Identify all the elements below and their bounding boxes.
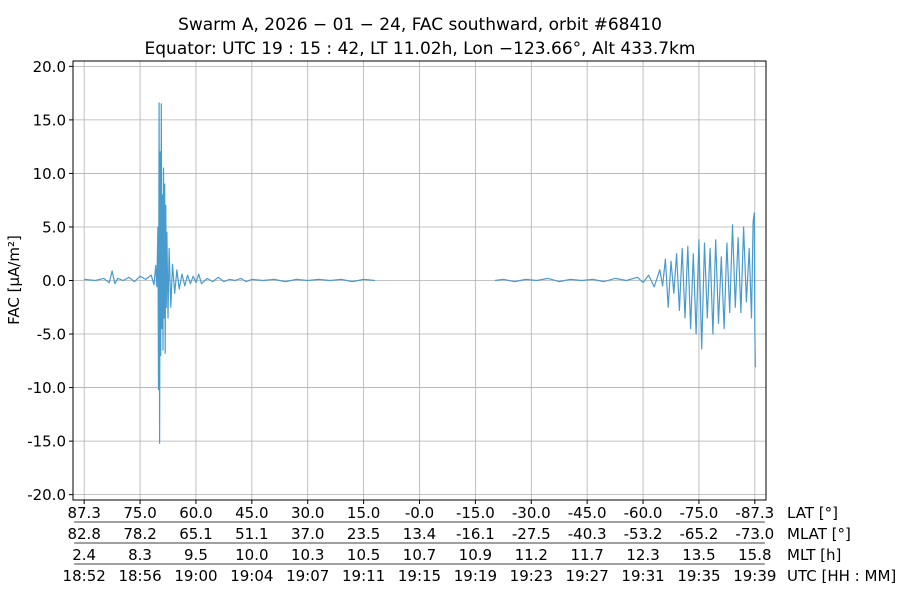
x-tick-label-mlt: 2.4	[72, 546, 96, 564]
x-tick-label-mlat: -40.3	[568, 525, 607, 543]
x-tick-label-mlat: 78.2	[123, 525, 156, 543]
x-tick-label-mlt: 11.2	[515, 546, 548, 564]
x-row-label-mlat: MLAT [°]	[787, 525, 851, 543]
x-tick-label-mlat: 82.8	[67, 525, 100, 543]
x-tick-label-lat: -30.0	[512, 504, 551, 522]
x-tick-label-utc: 18:52	[63, 567, 106, 585]
x-tick-label-lat: 30.0	[291, 504, 324, 522]
x-tick-label-lat: -45.0	[568, 504, 607, 522]
x-row-label-utc: UTC [HH : MM]	[787, 567, 896, 585]
x-tick-label-lat: -15.0	[456, 504, 495, 522]
y-tick-label: -20.0	[27, 486, 66, 504]
x-tick-label-utc: 18:56	[118, 567, 161, 585]
x-tick-label-lat: 15.0	[347, 504, 380, 522]
x-tick-label-lat: -0.0	[405, 504, 434, 522]
x-tick-label-lat: -87.3	[735, 504, 774, 522]
x-row-label-mlt: MLT [h]	[787, 546, 841, 564]
x-tick-label-mlat: 23.5	[347, 525, 380, 543]
x-tick-label-utc: 19:23	[510, 567, 553, 585]
x-tick-label-utc: 19:39	[733, 567, 776, 585]
x-tick-label-mlt: 12.3	[626, 546, 659, 564]
x-tick-label-mlt: 9.5	[184, 546, 208, 564]
x-tick-label-mlat: -27.5	[512, 525, 551, 543]
x-tick-label-mlat: 51.1	[235, 525, 268, 543]
x-tick-label-utc: 19:19	[454, 567, 497, 585]
x-tick-label-utc: 19:00	[174, 567, 217, 585]
x-tick-label-mlat: 37.0	[291, 525, 324, 543]
chart-title-line-1: Swarm A, 2026 − 01 − 24, FAC southward, …	[178, 15, 662, 35]
x-tick-label-mlat: -73.0	[735, 525, 774, 543]
x-tick-label-lat: 60.0	[179, 504, 212, 522]
x-tick-label-lat: -60.0	[624, 504, 663, 522]
y-tick-label: 5.0	[42, 218, 66, 236]
x-axis: 87.3 75.0 60.0 45.0 30.0 15.0 -0.0 -15.0 -30.0 -4…	[63, 500, 896, 585]
y-axis: 20.0 15.0 10.0 5.0 0.0 -5.0 -10.0 -15.0 -20.0	[27, 58, 73, 504]
x-tick-label-lat: 45.0	[235, 504, 268, 522]
x-tick-label-utc: 19:07	[286, 567, 329, 585]
y-tick-label: 15.0	[33, 111, 66, 129]
x-tick-label-mlat: 65.1	[179, 525, 212, 543]
x-tick-label-mlt: 15.8	[738, 546, 771, 564]
x-tick-label-mlt: 8.3	[128, 546, 152, 564]
x-tick-label-utc: 19:15	[398, 567, 441, 585]
x-tick-label-mlat: 13.4	[403, 525, 436, 543]
chart-title-line-2: Equator: UTC 19 : 15 : 42, LT 11.02h, Lo…	[145, 39, 696, 59]
x-tick-label-lat: 75.0	[123, 504, 156, 522]
y-tick-label: 0.0	[42, 272, 66, 290]
x-tick-label-mlt: 13.5	[682, 546, 715, 564]
series-line-0	[84, 102, 756, 444]
x-tick-label-mlt: 10.5	[347, 546, 380, 564]
y-tick-label: -15.0	[27, 433, 66, 451]
y-tick-label: -10.0	[27, 379, 66, 397]
x-tick-label-mlt: 10.7	[403, 546, 436, 564]
y-axis-label: FAC [µA/m²]	[5, 235, 23, 325]
x-tick-label-utc: 19:31	[621, 567, 664, 585]
x-tick-label-mlat: -53.2	[624, 525, 663, 543]
y-tick-label: 20.0	[33, 58, 66, 76]
x-tick-label-mlt: 10.9	[459, 546, 492, 564]
x-tick-label-mlt: 10.3	[291, 546, 324, 564]
x-tick-label-mlat: -65.2	[680, 525, 719, 543]
fac-series	[84, 102, 756, 444]
x-tick-label-mlt: 10.0	[235, 546, 268, 564]
x-tick-label-utc: 19:35	[677, 567, 720, 585]
x-row-label-lat: LAT [°]	[787, 504, 838, 522]
x-tick-label-utc: 19:27	[566, 567, 609, 585]
y-tick-label: -5.0	[37, 326, 66, 344]
y-tick-label: 10.0	[33, 165, 66, 183]
x-tick-label-utc: 19:11	[342, 567, 385, 585]
x-tick-label-lat: -75.0	[680, 504, 719, 522]
x-tick-label-mlt: 11.7	[570, 546, 603, 564]
x-tick-label-lat: 87.3	[67, 504, 100, 522]
x-tick-label-mlat: -16.1	[456, 525, 495, 543]
x-tick-label-utc: 19:04	[230, 567, 273, 585]
